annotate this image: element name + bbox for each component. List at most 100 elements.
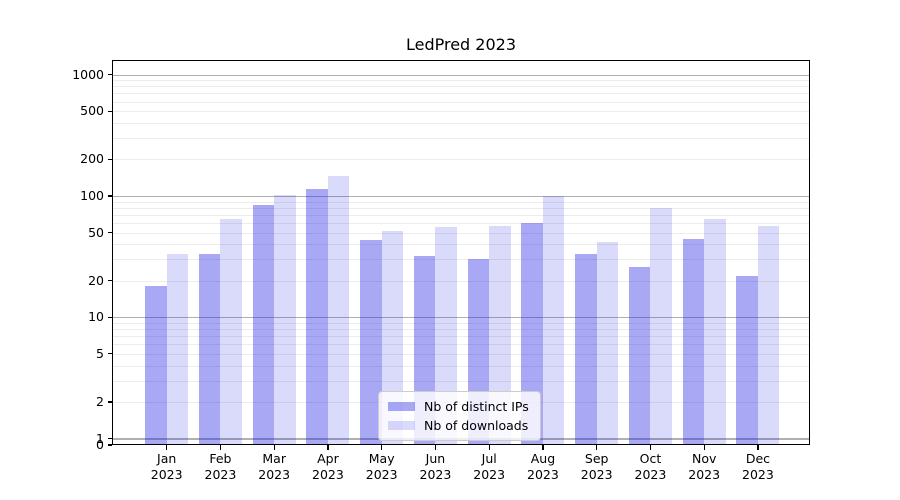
bar-downloads-apr — [327, 176, 350, 445]
y-tick-label: 500 — [80, 103, 104, 119]
x-tick-label: Apr 2023 — [312, 451, 344, 482]
gridline-minor — [112, 201, 810, 203]
x-tick-label: Nov 2023 — [688, 451, 721, 482]
legend-row-distinct-ips: Nb of distinct IPs — [388, 397, 529, 416]
gridline-minor — [112, 159, 810, 161]
x-tick-mark — [757, 445, 759, 450]
bar-distinct-ips-feb — [198, 254, 221, 445]
gridline-minor — [112, 93, 810, 95]
x-tick-mark — [166, 445, 168, 450]
bar-downloads-dec — [757, 225, 780, 445]
x-tick-label: Oct 2023 — [634, 451, 667, 482]
gridline-minor — [112, 111, 810, 113]
x-tick-mark — [703, 445, 705, 450]
gridline-minor — [112, 86, 810, 88]
legend-label-distinct-ips: Nb of distinct IPs — [424, 399, 529, 414]
legend-swatch-distinct-ips-icon — [388, 402, 415, 411]
gridline-minor — [112, 280, 810, 282]
y-tick-label: 1 — [96, 430, 104, 446]
y-tick-mark — [107, 110, 112, 112]
gridline-minor — [112, 353, 810, 355]
y-tick-label: 10 — [88, 309, 104, 325]
bar-distinct-ips-dec — [736, 275, 758, 445]
x-tick-label: Jun 2023 — [419, 451, 452, 482]
gridline-major — [112, 317, 810, 319]
x-tick-label: May 2023 — [365, 451, 398, 482]
x-tick-label: Feb 2023 — [204, 451, 237, 482]
bar-downloads-nov — [704, 218, 726, 445]
x-tick-mark — [434, 445, 437, 450]
x-tick-mark — [273, 445, 275, 450]
bar-distinct-ips-apr — [306, 188, 328, 445]
y-tick-label: 1000 — [72, 66, 104, 82]
bar-downloads-mar — [274, 194, 296, 445]
y-tick-label: 5 — [96, 345, 104, 361]
y-tick-mark — [107, 280, 112, 282]
bar-distinct-ips-sep — [575, 254, 597, 445]
x-tick-mark — [488, 445, 490, 450]
x-tick-mark — [327, 445, 329, 450]
y-tick-mark — [107, 437, 112, 440]
x-tick-label: Jul 2023 — [473, 451, 506, 482]
y-tick-label: 200 — [80, 151, 104, 167]
legend: Nb of distinct IPs Nb of downloads — [378, 391, 541, 441]
gridline-minor — [112, 222, 810, 224]
gridline-minor — [112, 259, 810, 261]
x-tick-mark — [381, 445, 383, 450]
x-tick-label: Dec 2023 — [742, 451, 774, 482]
y-tick-mark — [107, 444, 112, 446]
x-tick-mark — [649, 445, 652, 450]
gridline-minor — [112, 122, 810, 124]
y-tick-mark — [107, 158, 112, 161]
gridline-minor — [112, 232, 810, 234]
bar-downloads-sep — [596, 241, 619, 445]
y-tick-label: 50 — [88, 224, 104, 240]
y-tick-mark — [107, 195, 112, 197]
bar-distinct-ips-nov — [682, 239, 705, 445]
gridline-major — [112, 74, 810, 76]
legend-swatch-downloads-icon — [388, 421, 415, 430]
y-tick-mark — [107, 401, 112, 403]
y-tick-mark — [107, 316, 112, 318]
legend-label-downloads: Nb of downloads — [424, 418, 529, 433]
bar-distinct-ips-mar — [252, 204, 275, 445]
gridline-minor — [112, 207, 810, 209]
bar-downloads-jun — [435, 226, 457, 445]
plot-area — [112, 60, 810, 445]
gridline-minor — [112, 329, 810, 331]
y-tick-label: 100 — [80, 188, 104, 203]
gridline-minor — [112, 380, 810, 382]
x-tick-mark — [596, 445, 598, 450]
bar-downloads-feb — [220, 218, 242, 445]
chart-title: LedPred 2023 — [405, 35, 517, 54]
gridline-minor — [112, 101, 810, 103]
gridline-minor — [112, 214, 810, 216]
x-tick-mark — [542, 445, 544, 450]
gridline-minor — [112, 344, 810, 346]
gridline-minor — [112, 244, 810, 246]
y-tick-label: 20 — [88, 272, 104, 288]
gridline-minor — [112, 80, 810, 82]
gridline-major — [112, 195, 810, 198]
bar-distinct-ips-oct — [628, 266, 651, 445]
legend-row-downloads: Nb of downloads — [388, 416, 529, 435]
x-tick-label: Jan 2023 — [150, 451, 183, 482]
y-tick-mark — [107, 74, 112, 76]
gridline-minor — [112, 365, 810, 367]
x-tick-label: Mar 2023 — [258, 451, 291, 482]
x-tick-label: Aug 2023 — [527, 451, 559, 482]
bar-downloads-jan — [166, 254, 189, 445]
gridline-minor — [112, 336, 810, 338]
bar-distinct-ips-aug — [521, 222, 543, 445]
bar-downloads-oct — [650, 207, 672, 445]
x-tick-label: Sep 2023 — [580, 451, 613, 482]
bar-distinct-ips-jan — [145, 286, 167, 445]
bar-distinct-ips-may — [360, 240, 382, 445]
x-tick-mark — [219, 445, 222, 450]
bar-downloads-aug — [542, 196, 565, 445]
y-tick-label: 2 — [96, 394, 104, 410]
y-tick-label: 0 — [96, 437, 104, 452]
bar-downloads-jul — [489, 225, 511, 445]
y-tick-mark — [107, 353, 112, 355]
